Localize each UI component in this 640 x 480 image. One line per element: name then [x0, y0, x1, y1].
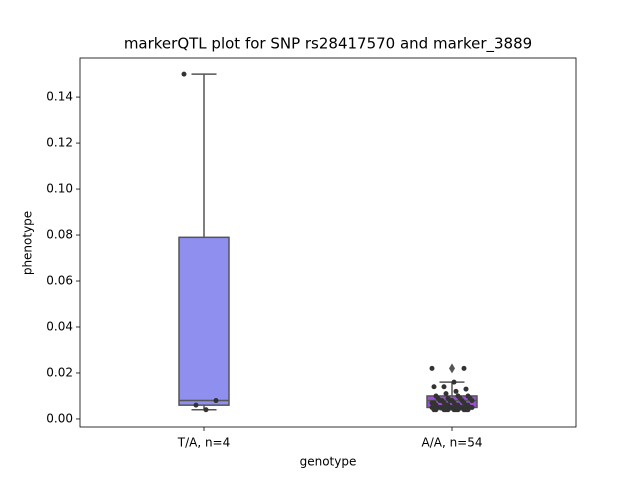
point [441, 384, 447, 390]
y-tick-label: 0.04 [46, 319, 73, 333]
point [213, 398, 219, 404]
point [453, 388, 459, 394]
point [445, 407, 451, 413]
point [469, 404, 475, 410]
flier [449, 363, 455, 374]
point [469, 398, 475, 404]
y-axis-label: phenotype [21, 211, 35, 275]
x-axis-label: genotype [300, 455, 357, 469]
y-tick-label: 0.06 [46, 274, 73, 288]
point [433, 407, 439, 413]
point [193, 402, 199, 408]
point [431, 384, 437, 390]
y-tick-label: 0.14 [46, 90, 73, 104]
point [181, 71, 187, 77]
chart-title: markerQTL plot for SNP rs28417570 and ma… [124, 35, 532, 54]
point [429, 365, 435, 371]
point [203, 407, 209, 413]
point [455, 407, 461, 413]
y-tick-label: 0.08 [46, 228, 73, 242]
point [451, 379, 457, 385]
point [463, 386, 469, 392]
box [178, 236, 230, 406]
x-tick-label: T/A, n=4 [177, 436, 231, 450]
x-tick-label: A/A, n=54 [421, 436, 482, 450]
point [461, 365, 467, 371]
y-tick-label: 0.10 [46, 182, 73, 196]
y-tick-label: 0.00 [46, 411, 73, 425]
plot-frame [79, 57, 577, 428]
y-tick-label: 0.02 [46, 365, 73, 379]
point [465, 407, 471, 413]
point [443, 391, 449, 397]
y-tick-label: 0.12 [46, 136, 73, 150]
